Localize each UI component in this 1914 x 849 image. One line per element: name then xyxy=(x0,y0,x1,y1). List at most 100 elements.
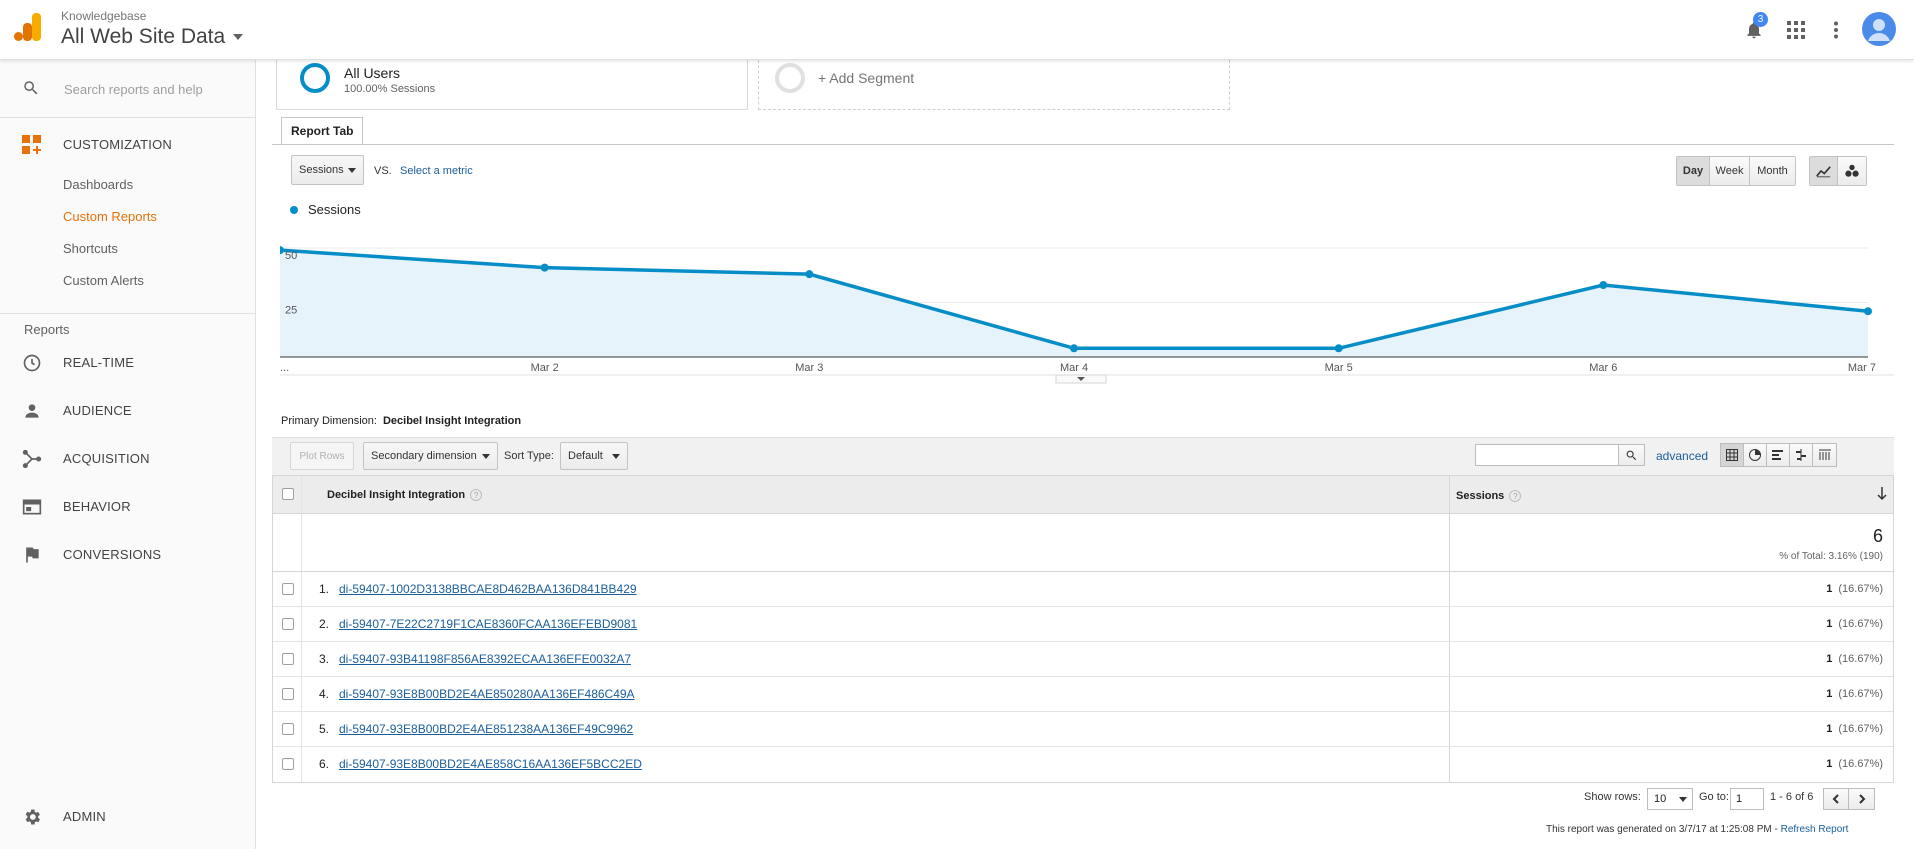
metric-select[interactable]: Sessions xyxy=(291,155,364,185)
row-checkbox[interactable] xyxy=(282,723,294,735)
reports-heading: Reports xyxy=(24,322,70,337)
pie-view-button[interactable] xyxy=(1744,444,1767,466)
data-point xyxy=(1599,281,1608,290)
show-rows-select[interactable]: 10 xyxy=(1647,788,1693,810)
analytics-logo[interactable] xyxy=(14,13,42,41)
row-checkbox[interactable] xyxy=(282,583,294,595)
row-sessions-percent: (16.67%) xyxy=(1838,653,1883,665)
plot-rows-button[interactable]: Plot Rows xyxy=(290,442,354,470)
sidebar-item-dashboards[interactable]: Dashboards xyxy=(63,177,134,192)
sidebar-item-admin[interactable]: ADMIN xyxy=(0,798,255,834)
sidebar-item-customization[interactable]: CUSTOMIZATION xyxy=(0,126,255,162)
gear-icon xyxy=(21,806,43,828)
data-point xyxy=(805,270,814,279)
column-divider xyxy=(1449,747,1450,782)
sidebar-item-custom-reports[interactable]: Custom Reports xyxy=(63,209,157,224)
tab-report[interactable]: Report Tab xyxy=(281,117,364,144)
table-search-button[interactable] xyxy=(1619,444,1645,466)
total-sessions-percent: % of Total: 3.16% (190) xyxy=(1779,551,1883,562)
pivot-view-button[interactable] xyxy=(1813,444,1836,466)
table-row: 2. di-59407-7E22C2719F1CAE8360FCAA136EFEB… xyxy=(273,607,1893,642)
sort-type-label: Sort Type: xyxy=(504,450,554,462)
next-page-button[interactable] xyxy=(1849,789,1874,809)
pie-chart-icon xyxy=(1749,449,1761,461)
sidebar-item-label: REAL-TIME xyxy=(63,354,135,370)
apps-button[interactable] xyxy=(1780,14,1812,46)
notifications-button[interactable]: 3 xyxy=(1738,12,1770,46)
view-selector[interactable]: All Web Site Data xyxy=(61,25,244,49)
column-divider xyxy=(1449,572,1450,606)
row-sessions-value: 1 (16.67%) xyxy=(1826,758,1883,770)
row-sessions-value: 1 (16.67%) xyxy=(1826,653,1883,665)
row-dimension-link[interactable]: di-59407-7E22C2719F1CAE8360FCAA136EFEBD9… xyxy=(339,617,638,631)
sidebar-divider xyxy=(0,313,255,314)
sidebar-item-real-time[interactable]: REAL-TIME xyxy=(0,344,255,380)
segment-subtitle: 100.00% Sessions xyxy=(344,83,436,95)
sidebar-item-behavior[interactable]: BEHAVIOR xyxy=(0,488,255,524)
select-all-checkbox[interactable] xyxy=(282,488,294,500)
help-icon[interactable]: ? xyxy=(1509,490,1522,503)
x-tick-label: Mar 5 xyxy=(1325,362,1353,374)
row-checkbox[interactable] xyxy=(282,688,294,700)
day-button[interactable]: Day xyxy=(1677,157,1710,185)
customization-icon xyxy=(21,134,43,156)
segment-ring-icon xyxy=(300,63,330,93)
sidebar-item-label: ACQUISITION xyxy=(63,450,150,466)
sidebar-item-custom-alerts[interactable]: Custom Alerts xyxy=(63,273,144,288)
column-header-dimension[interactable]: Decibel Insight Integration? xyxy=(327,489,483,502)
row-dimension-link[interactable]: di-59407-93E8B00BD2E4AE850280AA136EF486C… xyxy=(339,687,635,701)
secondary-dimension-select[interactable]: Secondary dimension xyxy=(363,442,498,470)
show-rows-text: Show rows: xyxy=(1584,791,1641,803)
data-point xyxy=(1334,344,1343,353)
primary-dimension-value: Decibel Insight Integration xyxy=(382,415,522,427)
sort-type-select[interactable]: Default xyxy=(560,442,628,470)
month-button[interactable]: Month xyxy=(1750,157,1795,185)
motion-chart-button[interactable] xyxy=(1838,157,1866,185)
advanced-filter-link[interactable]: advanced xyxy=(1656,449,1709,463)
row-checkbox[interactable] xyxy=(282,618,294,630)
row-number: 4. xyxy=(318,687,329,701)
performance-view-button[interactable] xyxy=(1767,444,1790,466)
report-generated-note: This report was generated on 3/7/17 at 1… xyxy=(1546,824,1848,835)
table-view-button[interactable] xyxy=(1721,444,1744,466)
add-segment-button[interactable]: + Add Segment xyxy=(758,60,1230,110)
sidebar-item-label: ADMIN xyxy=(63,808,106,824)
sidebar-search[interactable]: Search reports and help xyxy=(0,60,255,118)
column-header-sessions[interactable]: Sessions? xyxy=(1456,490,1522,503)
row-dimension-link[interactable]: di-59407-1002D3138BBCAE8D462BAA136D841BB… xyxy=(339,582,637,596)
comparison-icon xyxy=(1796,449,1806,461)
week-button[interactable]: Week xyxy=(1710,157,1750,185)
row-sessions-count: 1 xyxy=(1826,583,1833,595)
sidebar-item-acquisition[interactable]: ACQUISITION xyxy=(0,440,255,476)
sidebar-item-conversions[interactable]: CONVERSIONS xyxy=(0,536,255,572)
row-dimension-link[interactable]: di-59407-93E8B00BD2E4AE858C16AA136EF5BCC… xyxy=(339,757,642,771)
help-icon[interactable]: ? xyxy=(470,489,483,502)
prev-page-button[interactable] xyxy=(1824,789,1849,809)
sidebar: Search reports and help CUSTOMIZATION Da… xyxy=(0,60,256,849)
column-header-label: Decibel Insight Integration xyxy=(327,489,466,501)
x-tick-label: Mar 3 xyxy=(795,362,823,374)
sidebar-item-shortcuts[interactable]: Shortcuts xyxy=(63,241,118,256)
table-search-input[interactable] xyxy=(1475,444,1619,466)
row-checkbox[interactable] xyxy=(282,653,294,665)
row-dimension-link[interactable]: di-59407-93B41198F856AE8392ECAA136EFE003… xyxy=(339,652,631,666)
row-dimension-link[interactable]: di-59407-93E8B00BD2E4AE851238AA136EF49C9… xyxy=(339,722,634,736)
select-metric-link[interactable]: Select a metric xyxy=(400,165,473,177)
table-row: 6. di-59407-93E8B00BD2E4AE858C16AA136EF5B… xyxy=(273,747,1893,782)
y-tick-label: 25 xyxy=(285,305,297,317)
segment-all-users[interactable]: All Users 100.00% Sessions xyxy=(276,60,748,110)
row-sessions-value: 1 (16.67%) xyxy=(1826,688,1883,700)
line-chart-button[interactable] xyxy=(1810,157,1838,185)
goto-input[interactable]: 1 xyxy=(1730,788,1764,810)
table-view-toggle xyxy=(1720,443,1837,467)
row-sessions-percent: (16.67%) xyxy=(1838,758,1883,770)
sidebar-item-audience[interactable]: AUDIENCE xyxy=(0,392,255,428)
refresh-report-link[interactable]: Refresh Report xyxy=(1780,824,1849,835)
more-options-button[interactable] xyxy=(1820,14,1852,46)
account-avatar[interactable] xyxy=(1862,12,1896,46)
sort-descending-icon[interactable] xyxy=(1877,487,1887,501)
sessions-chart: 50 25... Mar 2 Mar 3 Mar 4 Mar 5 Mar 6 Mar 7 xyxy=(280,246,1894,384)
comparison-view-button[interactable] xyxy=(1790,444,1813,466)
row-checkbox[interactable] xyxy=(282,758,294,770)
metric-select-value: Sessions xyxy=(299,164,344,176)
